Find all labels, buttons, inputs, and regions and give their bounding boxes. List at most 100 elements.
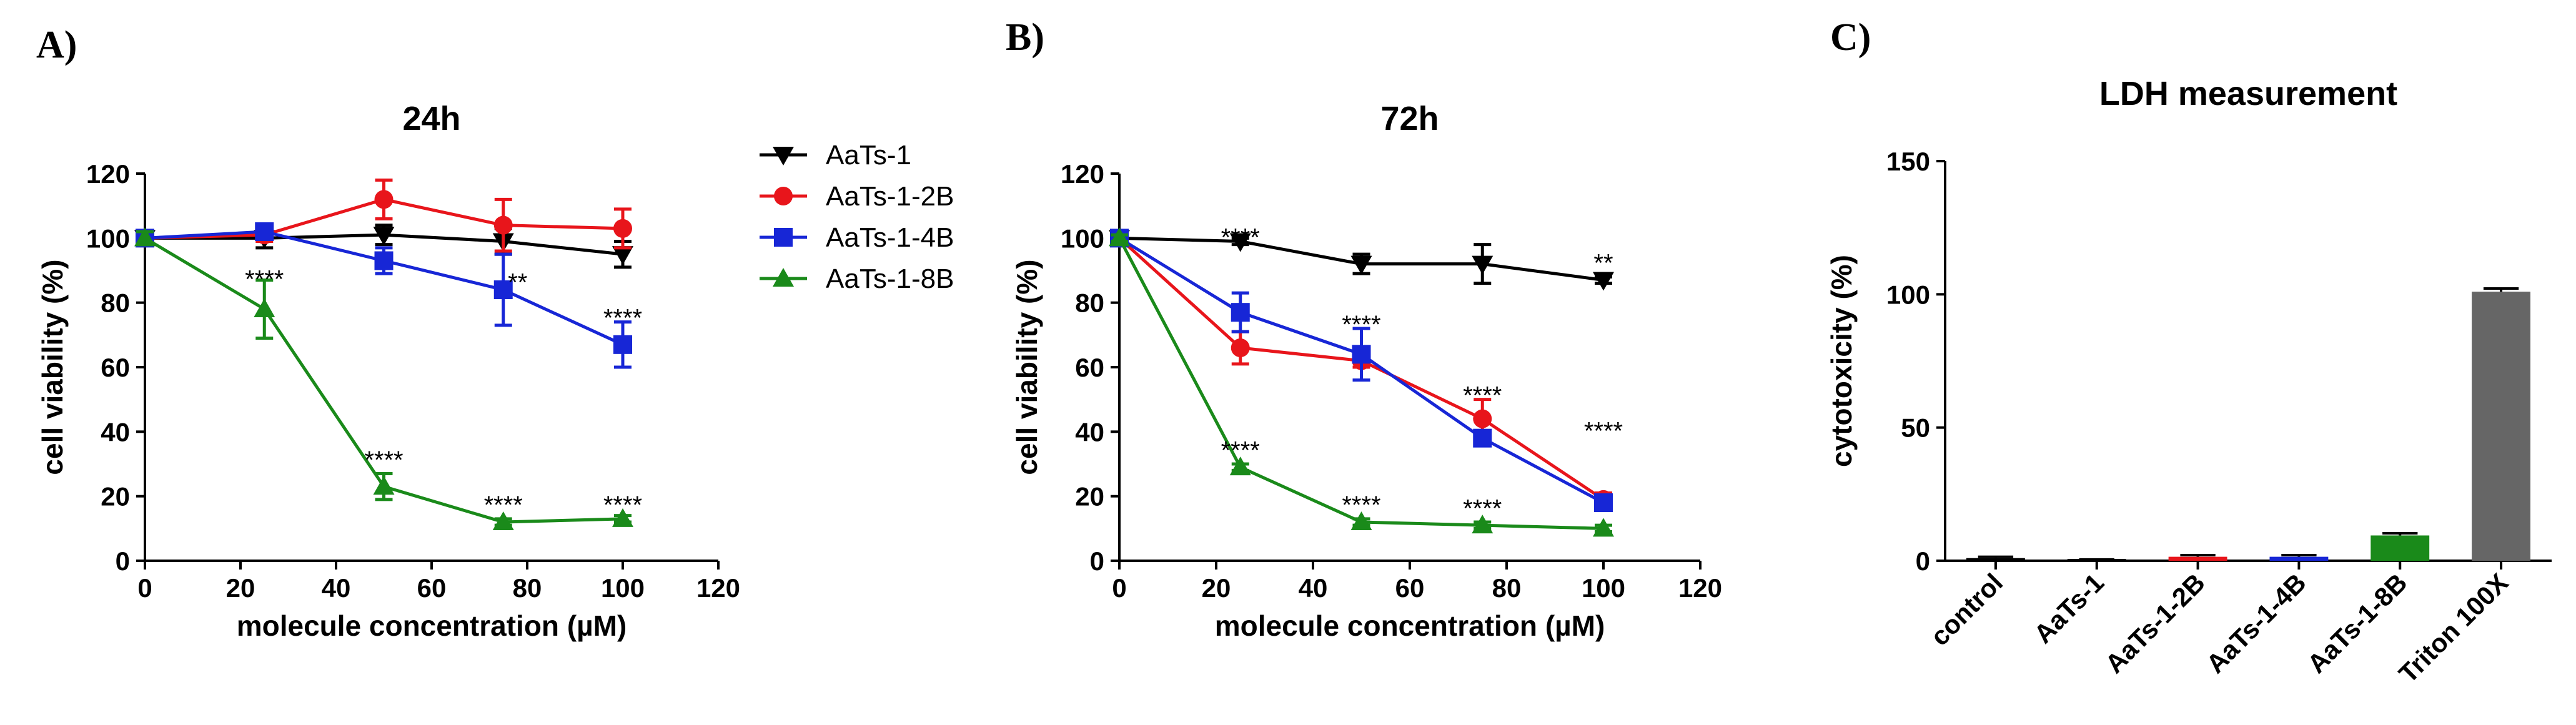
point-aats-1-8b xyxy=(492,511,514,530)
significance-label: **** xyxy=(364,446,403,474)
point-aats-1-4b xyxy=(1594,493,1613,512)
x-tick-label: 80 xyxy=(513,573,542,603)
y-tick-label: 120 xyxy=(1061,159,1104,189)
x-tick-label: 20 xyxy=(1202,573,1231,603)
y-axis-label: cytotoxicity (%) xyxy=(1825,255,1858,467)
point-aats-1-8b xyxy=(612,508,633,527)
point-aats-1-8b xyxy=(1109,227,1130,247)
point-aats-1 xyxy=(1229,233,1251,252)
bar-aats-1-8b xyxy=(2370,535,2430,561)
y-tick-label: 80 xyxy=(1075,289,1104,318)
x-tick-label: 120 xyxy=(1678,573,1722,603)
point-aats-1-2b xyxy=(374,190,394,209)
point-aats-1-2b xyxy=(1473,409,1492,428)
x-tick-label: 0 xyxy=(1112,573,1126,603)
x-axis-label: molecule concentration (µM) xyxy=(1215,609,1605,642)
y-tick-label: 20 xyxy=(1075,482,1104,511)
y-tick-label: 0 xyxy=(1090,546,1104,576)
bar-aats-1-4b xyxy=(2269,556,2329,561)
y-tick-label: 80 xyxy=(101,289,130,318)
y-tick-label: 20 xyxy=(101,482,130,511)
legend-marker-aats-1-2b xyxy=(774,187,793,205)
point-aats-1-4b xyxy=(1352,345,1371,364)
chart-24h: 24h 0 20 40 60 80 100 120 0 20 40 60 80 100 120 molecul… xyxy=(36,100,740,642)
chart-ldh: LDH measurement 0 50 100 150 cytotoxicity (%)… xyxy=(1825,75,2552,688)
significance-label: **** xyxy=(603,491,642,519)
legend: AaTs-1 AaTs-1-2B AaTs-1-4B AaTs-1-8B xyxy=(760,140,954,294)
x-tick-label: 100 xyxy=(1582,573,1625,603)
x-axis-label: molecule concentration (µM) xyxy=(237,609,627,642)
y-axis-label: cell viability (%) xyxy=(36,259,69,475)
point-aats-1-8b xyxy=(1350,511,1372,530)
category-label: AaTs-1-2B xyxy=(2099,568,2211,679)
legend-label-aats-1-2b: AaTs-1-2B xyxy=(826,181,954,212)
legend-label-aats-1-4b: AaTs-1-4B xyxy=(826,222,954,253)
point-aats-1-4b xyxy=(613,335,632,354)
y-axis-label: cell viability (%) xyxy=(1011,259,1043,475)
point-aats-1-8b xyxy=(1593,518,1614,537)
significance-label: **** xyxy=(1221,436,1260,464)
x-tick-label: 80 xyxy=(1492,573,1522,603)
point-aats-1 xyxy=(612,246,633,265)
significance-label: **** xyxy=(1463,382,1502,410)
y-tick-label: 0 xyxy=(116,546,130,576)
panel-label-c: C) xyxy=(1830,16,1871,59)
x-tick-label: 60 xyxy=(1395,573,1425,603)
point-aats-1 xyxy=(373,227,395,246)
x-tick-label: 40 xyxy=(1299,573,1328,603)
point-aats-1-4b xyxy=(493,280,513,299)
y-tick-label: 100 xyxy=(1061,224,1104,253)
significance-label: **** xyxy=(1584,417,1623,445)
point-aats-1-8b xyxy=(1229,456,1251,476)
significance-label: **** xyxy=(245,266,284,293)
chart-title: 72h xyxy=(1380,100,1439,137)
point-aats-1-8b xyxy=(1472,515,1494,534)
category-label: control xyxy=(1925,568,2008,651)
point-aats-1-4b xyxy=(255,222,274,241)
point-aats-1-8b xyxy=(254,298,275,317)
significance-label: ** xyxy=(508,269,527,297)
category-label: AaTs-1-4B xyxy=(2201,568,2312,679)
point-aats-1-4b xyxy=(1231,303,1250,322)
legend-label-aats-1: AaTs-1 xyxy=(826,140,911,170)
significance-label: **** xyxy=(1463,495,1502,522)
y-tick-label: 150 xyxy=(1886,147,1930,176)
y-tick-label: 50 xyxy=(1901,413,1930,443)
point-aats-1 xyxy=(1350,255,1372,275)
point-aats-1-4b xyxy=(374,251,394,270)
panel-label-a: A) xyxy=(36,24,77,66)
y-tick-label: 40 xyxy=(1075,417,1104,446)
legend-marker-aats-1-4b xyxy=(774,228,793,247)
x-tick-label: 60 xyxy=(417,573,447,603)
y-tick-label: 0 xyxy=(1916,546,1930,576)
x-tick-label: 40 xyxy=(322,573,351,603)
significance-label: **** xyxy=(1342,311,1380,338)
point-aats-1 xyxy=(1472,255,1494,275)
point-aats-1-2b xyxy=(493,215,513,235)
y-tick-label: 100 xyxy=(1886,280,1930,309)
point-aats-1-2b xyxy=(613,219,632,238)
bar-aats-1-2b xyxy=(2168,556,2227,561)
panel-label-b: B) xyxy=(1006,16,1044,59)
category-label: Triton 100X xyxy=(2393,568,2514,688)
point-aats-1-4b xyxy=(1473,428,1492,448)
significance-label: **** xyxy=(603,305,642,332)
x-tick-label: 120 xyxy=(696,573,740,603)
point-aats-1-8b xyxy=(134,227,156,247)
y-tick-label: 60 xyxy=(1075,353,1104,382)
y-tick-label: 100 xyxy=(86,224,130,253)
chart-title: 24h xyxy=(402,100,460,137)
bar-control xyxy=(1966,558,2025,561)
x-tick-label: 20 xyxy=(226,573,255,603)
legend-marker-aats-1-8b xyxy=(773,268,794,287)
legend-marker-aats-1 xyxy=(773,147,794,165)
x-tick-label: 0 xyxy=(137,573,152,603)
point-aats-1 xyxy=(1593,272,1614,291)
y-tick-label: 40 xyxy=(101,417,130,446)
chart-72h: 72h 0 20 40 60 80 100 120 0 20 40 60 80 100 120 molecul… xyxy=(1011,100,1722,642)
category-label: AaTs-1 xyxy=(2028,568,2109,649)
point-aats-1-8b xyxy=(373,476,395,495)
category-label: AaTs-1-8B xyxy=(2302,568,2413,679)
legend-label-aats-1-8b: AaTs-1-8B xyxy=(826,264,954,294)
